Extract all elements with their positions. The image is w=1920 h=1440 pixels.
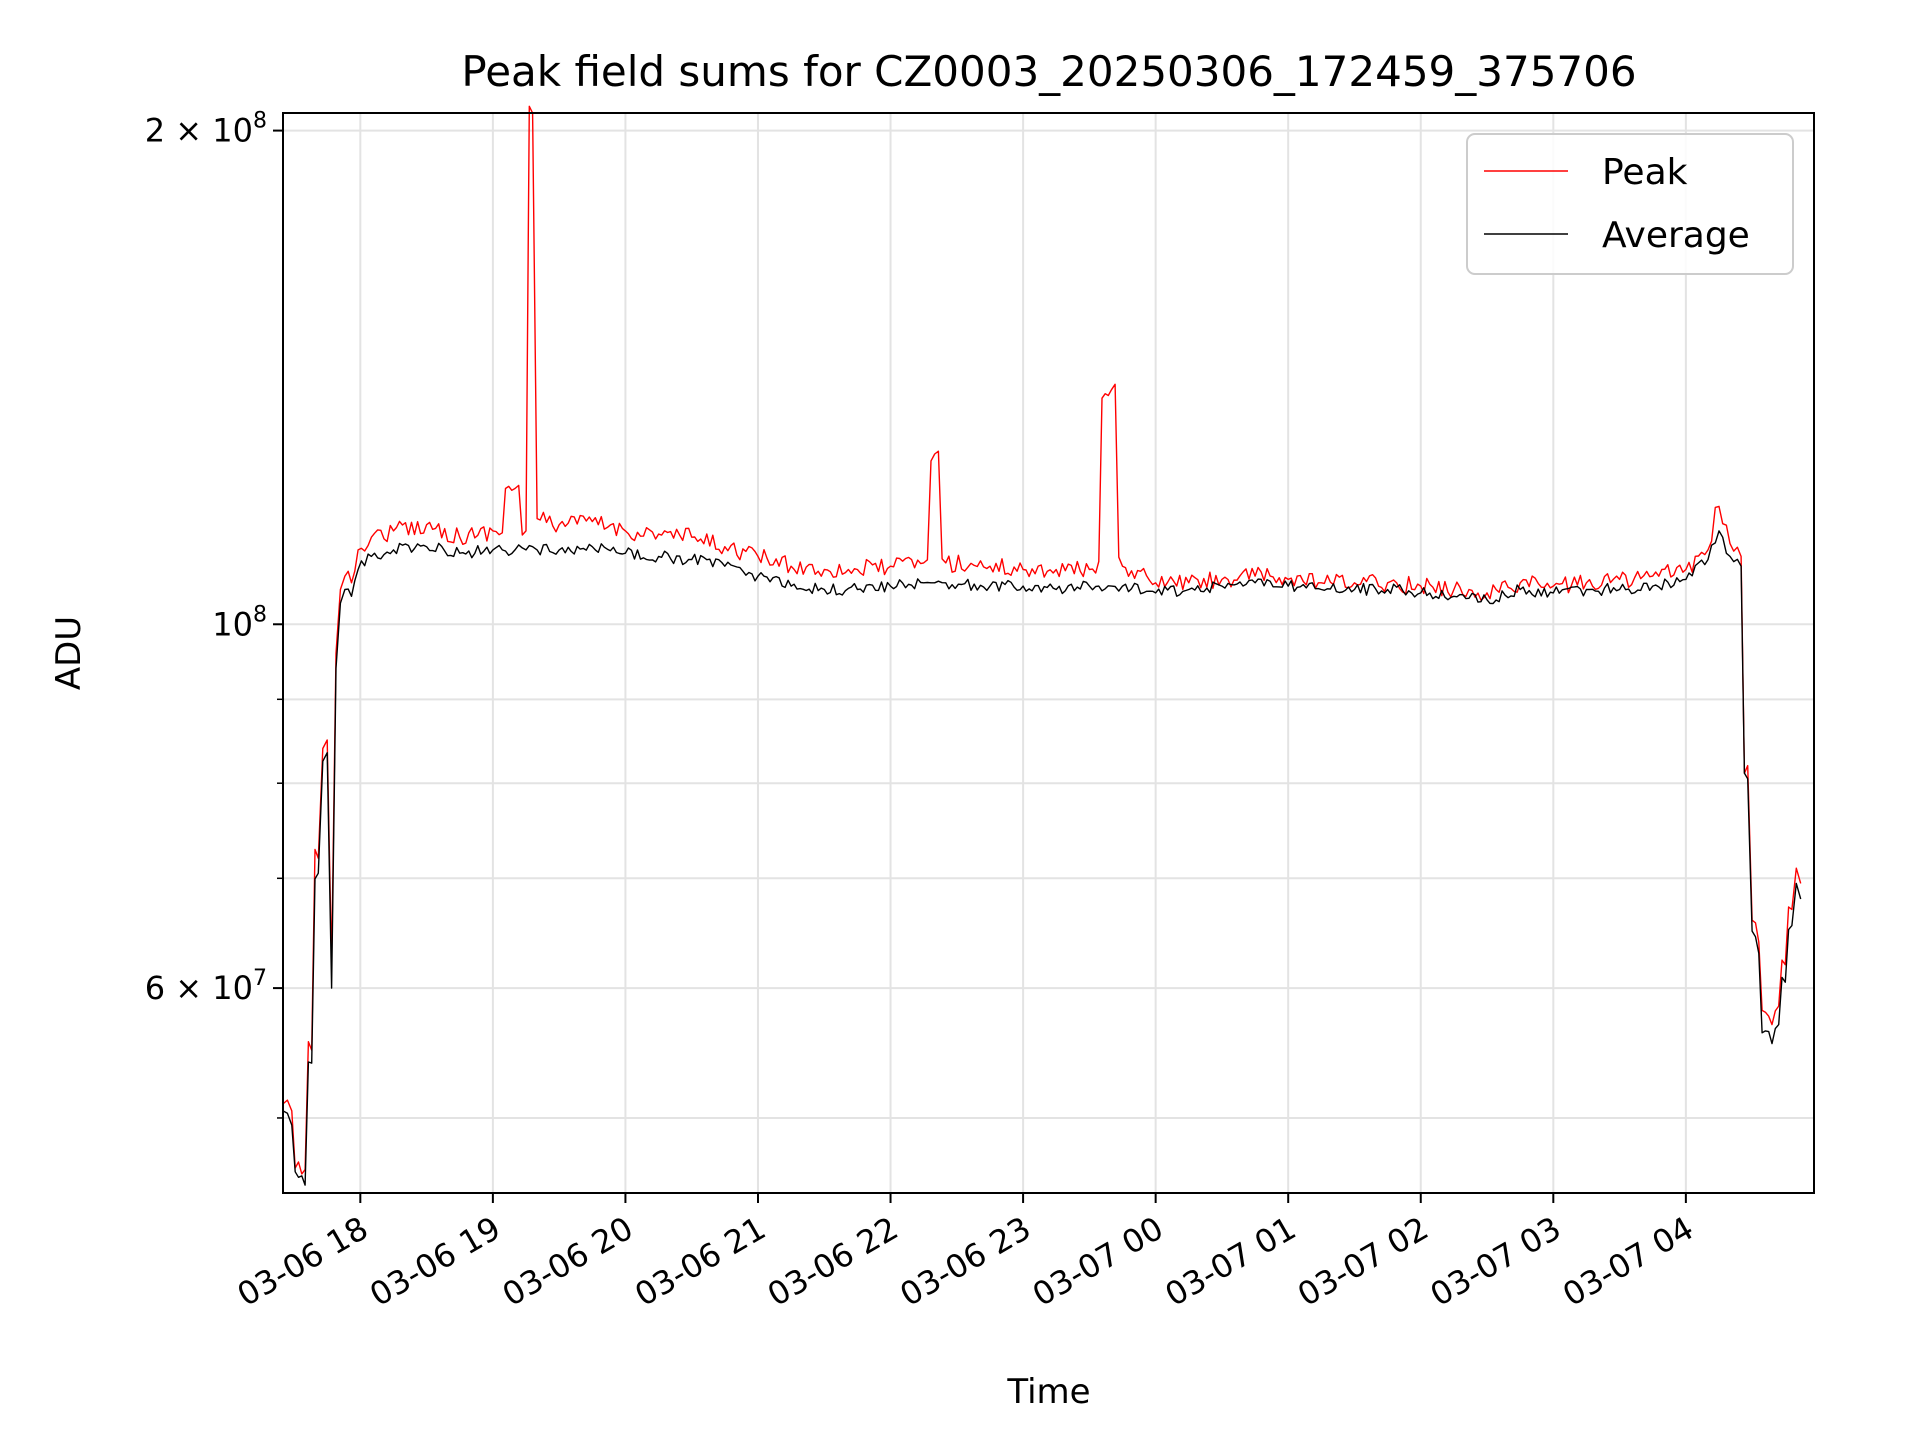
grid — [283, 113, 1814, 1193]
legend-label-peak: Peak — [1602, 152, 1688, 193]
x-axis-label: Time — [1006, 1372, 1090, 1412]
y-tick-label: 108 — [212, 602, 267, 643]
legend-label-average: Average — [1602, 215, 1750, 256]
y-axis-label: ADU — [49, 616, 89, 690]
legend-box — [1466, 133, 1794, 275]
series-line-peak — [282, 105, 1802, 1175]
chart-title: Peak field sums for CZ0003_20250306_1724… — [461, 47, 1636, 96]
y-tick-label: 2 × 108 — [145, 109, 267, 150]
series-layer — [282, 105, 1802, 1186]
y-axis: 2 × 108 108 6 × 107 — [145, 109, 283, 1119]
y-tick-label: 6 × 107 — [145, 966, 267, 1007]
series-line-average — [282, 530, 1802, 1186]
legend: Peak Average — [1466, 133, 1794, 275]
plot-frame — [282, 112, 1815, 1194]
